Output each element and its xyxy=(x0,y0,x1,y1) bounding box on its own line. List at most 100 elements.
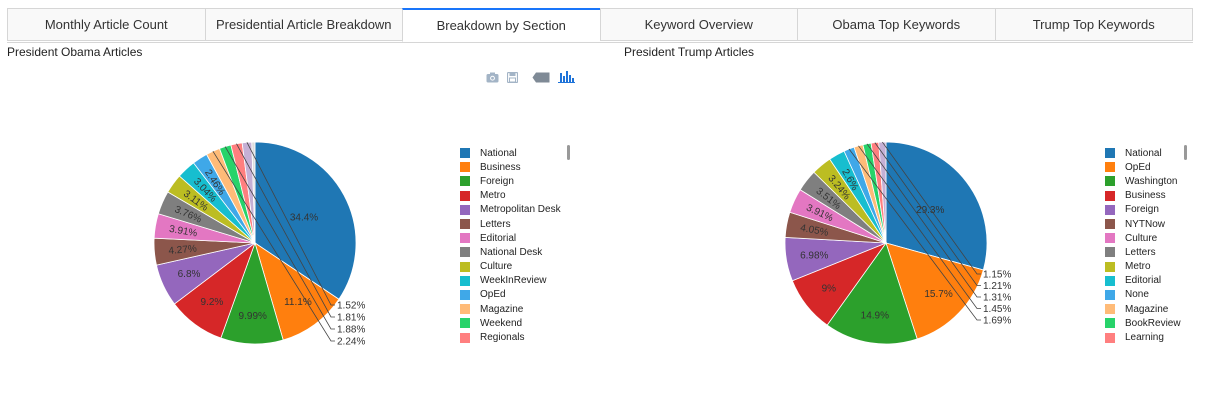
legend-item[interactable]: Editorial xyxy=(460,231,561,245)
legend-item[interactable]: Metropolitan Desk xyxy=(460,203,561,217)
legend-swatch xyxy=(1105,219,1115,230)
callout-line xyxy=(224,146,335,330)
legend-swatch xyxy=(1105,233,1115,244)
legend-item[interactable]: Letters xyxy=(460,217,561,231)
tab-bar: Monthly Article Count Presidential Artic… xyxy=(7,8,1193,43)
tab-monthly-article-count[interactable]: Monthly Article Count xyxy=(7,8,205,41)
legend-item[interactable]: Business xyxy=(460,160,561,174)
legend-label: None xyxy=(1125,289,1149,301)
legend-swatch xyxy=(460,148,470,159)
legend-label: Metropolitan Desk xyxy=(480,204,561,216)
legend-swatch xyxy=(1105,148,1115,159)
legend-item[interactable]: National Desk xyxy=(460,245,561,259)
legend-item[interactable]: National xyxy=(460,146,561,160)
pie-callout-label: 1.31% xyxy=(983,293,1011,304)
callout-line xyxy=(874,142,981,286)
legend-label: Metro xyxy=(480,190,506,202)
legend-label: OpEd xyxy=(480,289,506,301)
tab-obama-top-keywords[interactable]: Obama Top Keywords xyxy=(797,8,995,41)
legend-item[interactable]: Letters xyxy=(1105,245,1181,259)
trump-legend-scrollbar[interactable] xyxy=(1184,145,1187,160)
legend-item[interactable]: Culture xyxy=(1105,231,1181,245)
pie-slice-business[interactable] xyxy=(254,242,340,341)
callout-line xyxy=(848,148,981,321)
legend-label: NYTNow xyxy=(1125,218,1166,230)
pie-callout-label: 2.24% xyxy=(337,337,365,348)
pie-callout-label: 1.21% xyxy=(983,281,1011,292)
legend-item[interactable]: Regionals xyxy=(460,330,561,344)
legend-swatch xyxy=(460,275,470,286)
legend-label: Business xyxy=(480,161,521,173)
legend-swatch xyxy=(1105,162,1115,173)
legend-swatch xyxy=(460,261,470,272)
legend-item[interactable]: Magazine xyxy=(1105,302,1181,316)
tag-icon[interactable] xyxy=(532,70,550,88)
legend-item[interactable]: NYTNow xyxy=(1105,217,1181,231)
tab-keyword-overview[interactable]: Keyword Overview xyxy=(599,8,797,41)
legend-label: Foreign xyxy=(1125,204,1159,216)
legend-label: WeekInReview xyxy=(480,275,547,287)
pie-slice-oped[interactable] xyxy=(885,242,984,340)
save-icon[interactable] xyxy=(506,70,519,88)
legend-label: Metro xyxy=(1125,261,1151,273)
tab-trump-top-keywords[interactable]: Trump Top Keywords xyxy=(994,8,1193,41)
obama-legend: National Business Foreign Metro Metropolitan… xyxy=(460,146,561,345)
legend-swatch xyxy=(1105,190,1115,201)
legend-swatch xyxy=(1105,332,1115,343)
legend-swatch xyxy=(460,219,470,230)
callout-line xyxy=(858,145,981,309)
pie-slice-label: 14.9% xyxy=(861,310,889,321)
legend-item[interactable]: Culture xyxy=(460,260,561,274)
legend-item[interactable]: Business xyxy=(1105,189,1181,203)
legend-item[interactable]: Magazine xyxy=(460,302,561,316)
legend-swatch xyxy=(460,247,470,258)
camera-icon[interactable] xyxy=(486,70,499,88)
pie-callout-label: 1.52% xyxy=(337,301,365,312)
legend-swatch xyxy=(460,162,470,173)
pie-slice-washington[interactable] xyxy=(826,242,918,345)
bar-chart-icon[interactable] xyxy=(558,70,575,88)
obama-legend-scrollbar[interactable] xyxy=(567,145,570,160)
legend-label: Culture xyxy=(480,261,513,273)
legend-item[interactable]: Washington xyxy=(1105,174,1181,188)
legend-label: Washington xyxy=(1125,175,1178,187)
pie-slice-national[interactable] xyxy=(885,141,988,271)
callout-line xyxy=(866,143,981,298)
tab-presidential-article-breakdown[interactable]: Presidential Article Breakdown xyxy=(204,8,402,41)
legend-item[interactable]: National xyxy=(1105,146,1181,160)
pie-slice-label: 4.27% xyxy=(168,244,197,257)
legend-item[interactable]: Learning xyxy=(1105,330,1181,344)
legend-item[interactable]: Foreign xyxy=(460,174,561,188)
legend-item[interactable]: Foreign xyxy=(1105,203,1181,217)
callout-line xyxy=(236,143,335,318)
legend-item[interactable]: Weekend xyxy=(460,316,561,330)
legend-item[interactable]: BookReview xyxy=(1105,316,1181,330)
legend-label: Editorial xyxy=(480,232,517,244)
legend-swatch xyxy=(460,176,470,187)
legend-item[interactable]: OpEd xyxy=(460,288,561,302)
legend-swatch xyxy=(1105,247,1115,258)
legend-item[interactable]: None xyxy=(1105,288,1181,302)
legend-swatch xyxy=(1105,289,1115,300)
legend-swatch xyxy=(1105,204,1115,215)
legend-label: National xyxy=(1125,147,1162,159)
pie-callout-label: 1.45% xyxy=(983,304,1011,315)
legend-item[interactable]: OpEd xyxy=(1105,160,1181,174)
legend-item[interactable]: Metro xyxy=(460,189,561,203)
pie-slice-national[interactable] xyxy=(254,141,357,300)
legend-item[interactable]: Editorial xyxy=(1105,274,1181,288)
legend-swatch xyxy=(460,204,470,215)
pie-slice-label: 4.05% xyxy=(799,223,829,239)
legend-label: Magazine xyxy=(1125,303,1169,315)
legend-swatch xyxy=(460,318,470,329)
legend-item[interactable]: Metro xyxy=(1105,260,1181,274)
pie-slice-label: 9% xyxy=(822,283,837,294)
callout-line xyxy=(212,150,335,342)
callout-line xyxy=(246,142,335,306)
tab-breakdown-by-section[interactable]: Breakdown by Section xyxy=(402,8,600,42)
pie-slice-label: 15.7% xyxy=(924,289,952,300)
legend-item[interactable]: WeekInReview xyxy=(460,274,561,288)
obama-chart-title: President Obama Articles xyxy=(7,45,143,59)
legend-label: Weekend xyxy=(480,317,523,329)
pie-slice-label: 6.98% xyxy=(800,250,828,261)
